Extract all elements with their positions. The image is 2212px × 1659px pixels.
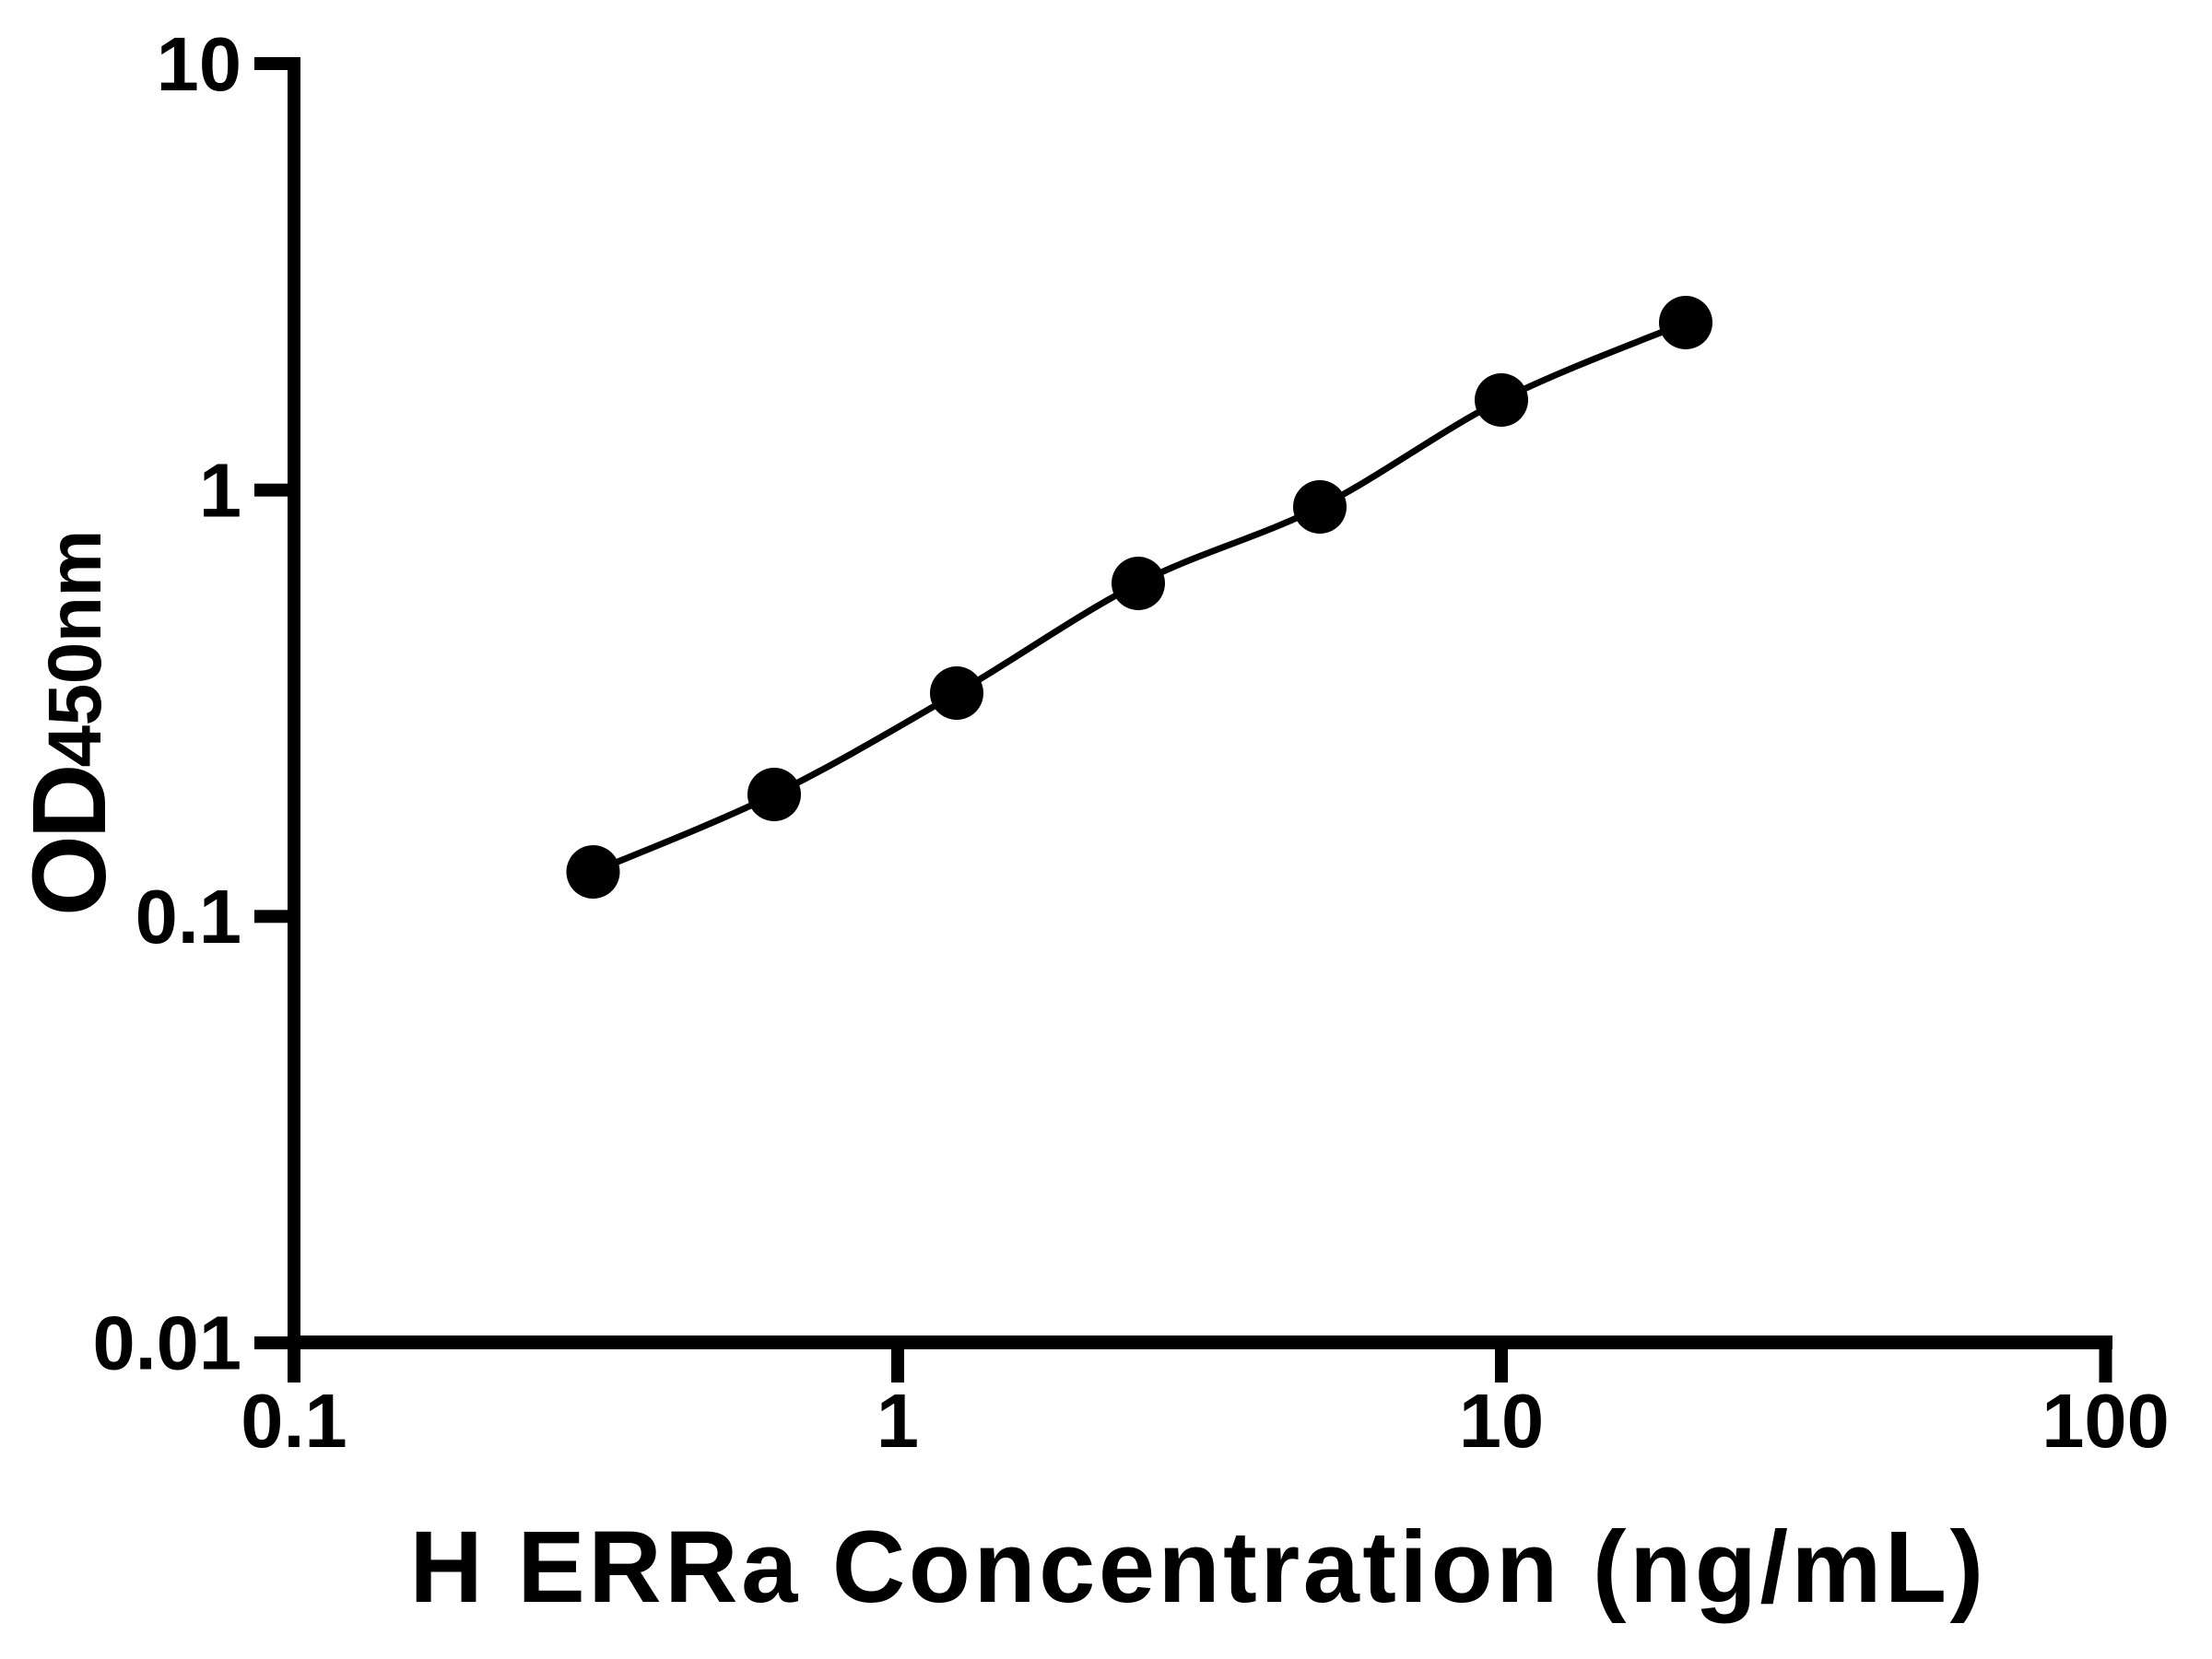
svg-text:1: 1 <box>877 1378 919 1464</box>
svg-text:1: 1 <box>199 448 241 534</box>
svg-text:H ERRa Concentration (ng/mL): H ERRa Concentration (ng/mL) <box>409 1511 1986 1624</box>
svg-text:10: 10 <box>1459 1378 1544 1464</box>
svg-text:10: 10 <box>157 21 241 107</box>
svg-text:0.1: 0.1 <box>135 874 241 959</box>
svg-text:100: 100 <box>2041 1378 2169 1464</box>
svg-text:0.01: 0.01 <box>92 1300 241 1386</box>
svg-text:0.1: 0.1 <box>241 1378 347 1464</box>
